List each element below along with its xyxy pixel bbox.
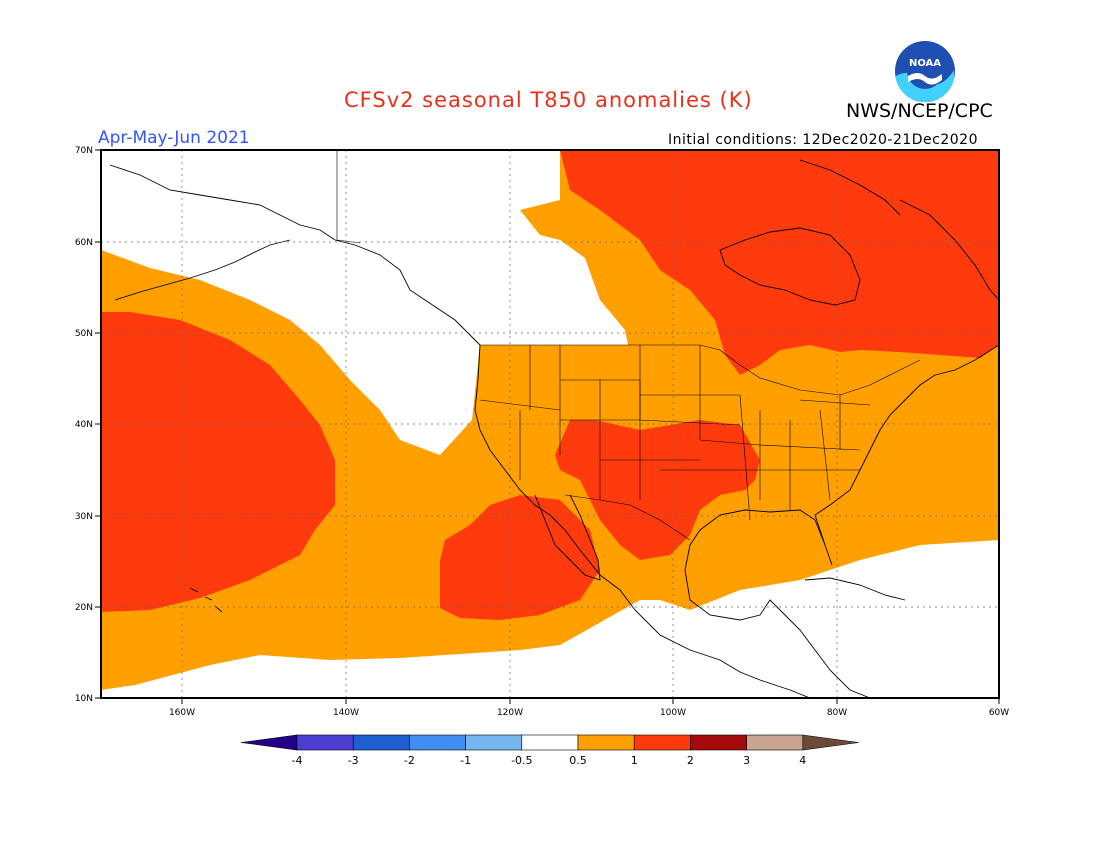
coastline-baja [534,494,601,581]
colorbar-label: -4 [292,754,303,767]
coastline-aleutians [114,239,291,301]
map-title: CFSv2 seasonal T850 anomalies (K) [344,88,753,112]
political-boundaries [336,150,921,541]
coastline-labrador [899,199,999,301]
coastline-gulf [689,344,999,566]
lon-label: 120W [497,708,523,718]
colorbar-swatch [633,734,691,751]
anomaly-region-1-2-east-pacific [440,495,600,620]
border-states-east [759,395,871,510]
logo-text: NOAA [909,58,941,69]
coastline-baffin [799,159,901,216]
lat-label: 20N [75,603,93,613]
lon-label: 100W [660,708,686,718]
colorbar-label: -2 [404,754,415,767]
lat-label: 10N [75,694,93,704]
lon-label: 60W [989,708,1009,718]
neutral-region-alaska [101,150,628,455]
colorbar-label: 3 [743,754,750,767]
colorbar-swatch [409,734,466,751]
border-states-west [479,345,700,500]
lat-label: 50N [75,329,93,339]
forecast-period: Apr-May-Jun 2021 [98,128,250,148]
border-us-canada [480,344,921,396]
colorbar-swatch [240,734,298,751]
lon-label: 140W [333,708,359,718]
anomaly-region-1-2-canada [560,150,999,375]
colorbar-swatch [521,734,579,751]
lat-label: 60N [75,238,93,248]
colorbar: -4 -3 -2 -1 -0.5 0.5 1 2 3 4 [240,734,859,767]
colorbar-swatch [690,734,747,751]
initial-conditions: Initial conditions: 12Dec2020-21Dec2020 [668,132,978,148]
tick-marks [95,149,1000,704]
coastline-hudson-bay [719,227,861,306]
neutral-region-tropical-pacific [101,540,999,698]
colorbar-label: 0.5 [569,754,587,767]
colorbar-label: 1 [631,754,638,767]
colorbar-swatch [465,734,523,751]
coastline-central-america [684,544,871,698]
colorbar-swatch [577,734,635,751]
graticule [101,150,999,698]
latitude-labels: 70N 60N 50N 40N 30N 20N 10N [75,146,93,704]
lat-label: 40N [75,420,93,430]
colorbar-label: 2 [687,754,694,767]
border-alaska-canada [336,150,361,244]
longitude-labels: 160W 140W 120W 100W 80W 60W [169,708,1009,718]
lat-label: 30N [75,512,93,522]
anomaly-region-1-2-southwest-us [555,420,760,560]
agency-label: NWS/NCEP/CPC [846,100,993,122]
lon-label: 160W [169,708,195,718]
anomaly-region-1-2-north-pacific [101,312,335,612]
colorbar-label: -0.5 [511,754,532,767]
lon-label: 80W [827,708,847,718]
colorbar-label: -3 [348,754,359,767]
lat-label: 70N [75,146,93,156]
border-states-central [639,345,761,521]
colorbar-label: -1 [460,754,471,767]
coastline-cuba [804,577,906,601]
coastlines [109,159,999,698]
colorbar-label: 4 [799,754,806,767]
coastline-alaska [109,164,481,346]
colorbar-swatch [352,734,410,751]
colorbar-swatch [746,734,804,751]
colorbar-swatch [296,734,354,751]
colorbar-swatch [802,734,859,751]
border-us-mexico [564,494,691,541]
neutral-region-atlantic-north [101,150,335,215]
anomaly-field [101,150,999,698]
noaa-logo-icon: NOAA [895,41,955,102]
coastline-west-us [474,344,811,698]
